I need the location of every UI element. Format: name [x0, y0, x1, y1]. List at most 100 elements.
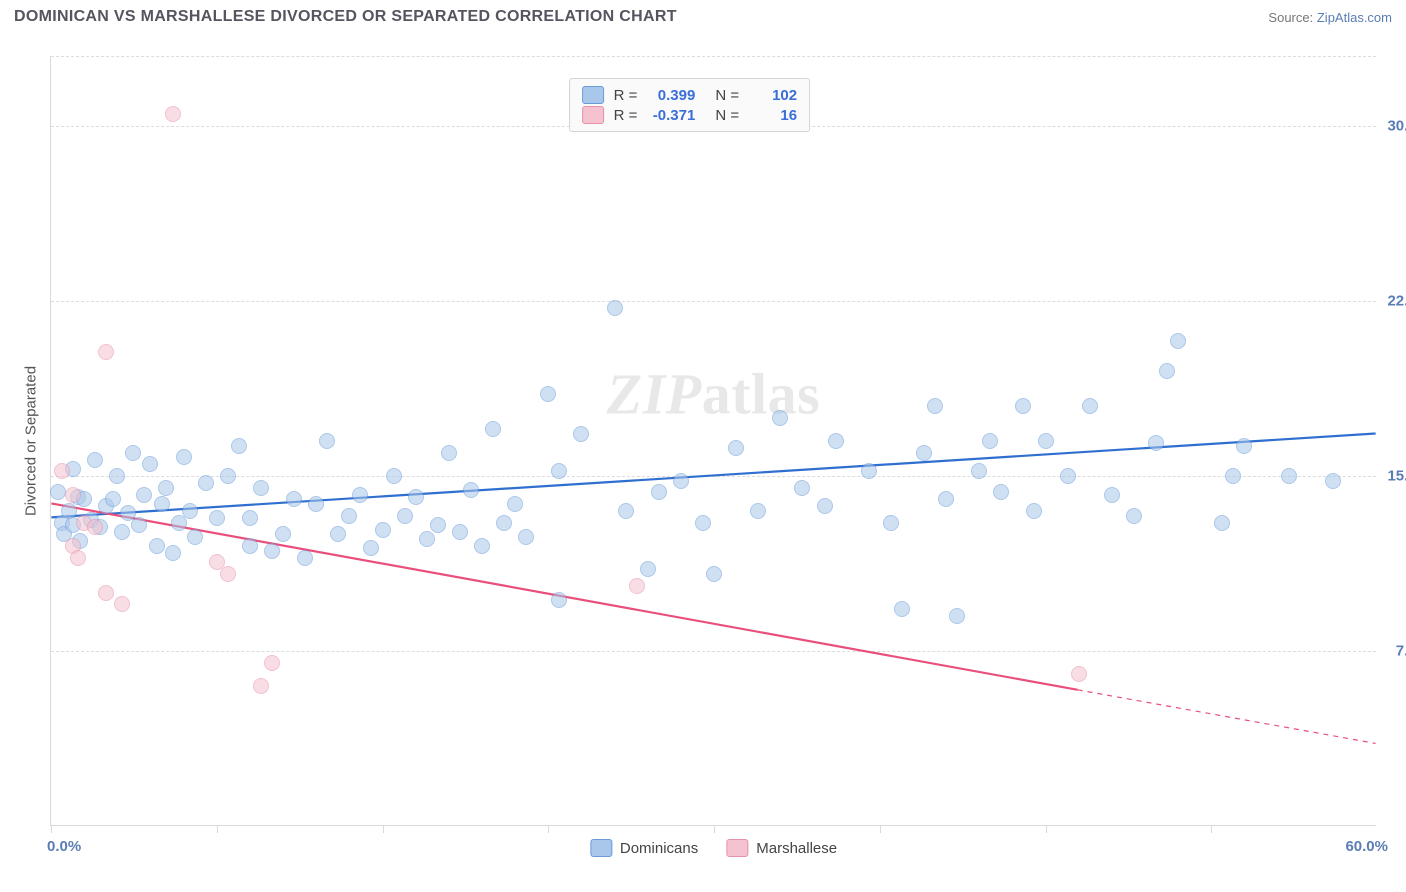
data-point-dominicans — [1038, 433, 1054, 449]
r-value-marshallese: -0.371 — [647, 107, 695, 124]
data-point-dominicans — [474, 538, 490, 554]
n-label: N = — [715, 107, 739, 124]
data-point-dominicans — [452, 524, 468, 540]
data-point-dominicans — [1148, 435, 1164, 451]
y-axis-label: Divorced or Separated — [23, 365, 40, 515]
n-label: N = — [715, 87, 739, 104]
data-point-dominicans — [1104, 487, 1120, 503]
data-point-marshallese — [264, 655, 280, 671]
legend-row-dominicans: R = 0.399 N = 102 — [582, 85, 798, 105]
x-tick-mark — [548, 825, 549, 833]
data-point-dominicans — [176, 449, 192, 465]
data-point-dominicans — [131, 517, 147, 533]
data-point-dominicans — [242, 538, 258, 554]
data-point-dominicans — [136, 487, 152, 503]
data-point-dominicans — [695, 515, 711, 531]
y-tick-label: 22.5% — [1387, 293, 1406, 310]
data-point-dominicans — [728, 440, 744, 456]
data-point-dominicans — [109, 468, 125, 484]
correlation-chart: ZIPatlas 7.5%15.0%22.5%30.0% Divorced or… — [14, 32, 1392, 872]
data-point-dominicans — [142, 456, 158, 472]
data-point-dominicans — [187, 529, 203, 545]
data-point-dominicans — [706, 566, 722, 582]
data-point-dominicans — [794, 480, 810, 496]
marshallese-swatch — [726, 839, 748, 857]
data-point-dominicans — [125, 445, 141, 461]
y-tick-label: 15.0% — [1387, 468, 1406, 485]
data-point-dominicans — [114, 524, 130, 540]
data-point-dominicans — [551, 463, 567, 479]
legend-row-marshallese: R = -0.371 N = 16 — [582, 105, 798, 125]
data-point-dominicans — [1225, 468, 1241, 484]
data-point-dominicans — [149, 538, 165, 554]
data-point-dominicans — [386, 468, 402, 484]
data-point-dominicans — [1236, 438, 1252, 454]
data-point-dominicans — [496, 515, 512, 531]
data-point-dominicans — [341, 508, 357, 524]
data-point-dominicans — [607, 300, 623, 316]
data-point-dominicans — [297, 550, 313, 566]
data-point-dominicans — [651, 484, 667, 500]
plot-area: ZIPatlas 7.5%15.0%22.5%30.0% Divorced or… — [50, 56, 1376, 826]
data-point-marshallese — [98, 585, 114, 601]
data-point-dominicans — [507, 496, 523, 512]
data-point-dominicans — [198, 475, 214, 491]
data-point-dominicans — [408, 489, 424, 505]
data-point-marshallese — [114, 596, 130, 612]
y-tick-label: 7.5% — [1396, 643, 1406, 660]
x-tick-mark — [217, 825, 218, 833]
data-point-dominicans — [949, 608, 965, 624]
x-tick-mark — [51, 825, 52, 833]
data-point-dominicans — [1170, 333, 1186, 349]
source-attribution: Source: ZipAtlas.com — [1268, 10, 1392, 25]
data-point-dominicans — [971, 463, 987, 479]
gridline — [51, 301, 1376, 302]
n-value-dominicans: 102 — [749, 87, 797, 104]
data-point-marshallese — [629, 578, 645, 594]
data-point-dominicans — [1015, 398, 1031, 414]
gridline — [51, 56, 1376, 57]
data-point-dominicans — [352, 487, 368, 503]
data-point-dominicans — [1026, 503, 1042, 519]
data-point-dominicans — [518, 529, 534, 545]
data-point-dominicans — [883, 515, 899, 531]
legend-item-marshallese: Marshallese — [726, 839, 837, 857]
data-point-marshallese — [220, 566, 236, 582]
gridline — [51, 476, 1376, 477]
data-point-dominicans — [1281, 468, 1297, 484]
data-point-marshallese — [253, 678, 269, 694]
r-label: R = — [614, 107, 638, 124]
data-point-dominicans — [231, 438, 247, 454]
legend-label: Marshallese — [756, 840, 837, 857]
data-point-dominicans — [618, 503, 634, 519]
chart-title: DOMINICAN VS MARSHALLESE DIVORCED OR SEP… — [14, 8, 677, 26]
data-point-dominicans — [165, 545, 181, 561]
data-point-dominicans — [1082, 398, 1098, 414]
data-point-dominicans — [319, 433, 335, 449]
data-point-dominicans — [220, 468, 236, 484]
data-point-dominicans — [182, 503, 198, 519]
data-point-marshallese — [165, 106, 181, 122]
source-link[interactable]: ZipAtlas.com — [1317, 10, 1392, 25]
data-point-dominicans — [993, 484, 1009, 500]
data-point-dominicans — [1060, 468, 1076, 484]
data-point-marshallese — [54, 463, 70, 479]
x-tick-mark — [1211, 825, 1212, 833]
trend-extrapolation — [1078, 690, 1376, 744]
data-point-dominicans — [1159, 363, 1175, 379]
trend-lines — [51, 56, 1376, 825]
data-point-dominicans — [938, 491, 954, 507]
data-point-dominicans — [1214, 515, 1230, 531]
data-point-dominicans — [209, 510, 225, 526]
data-point-dominicans — [485, 421, 501, 437]
data-point-marshallese — [87, 519, 103, 535]
data-point-dominicans — [50, 484, 66, 500]
data-point-marshallese — [1071, 666, 1087, 682]
data-point-dominicans — [105, 491, 121, 507]
data-point-dominicans — [375, 522, 391, 538]
data-point-dominicans — [894, 601, 910, 617]
x-axis-min: 0.0% — [47, 838, 81, 855]
data-point-dominicans — [87, 452, 103, 468]
gridline — [51, 651, 1376, 652]
data-point-dominicans — [828, 433, 844, 449]
